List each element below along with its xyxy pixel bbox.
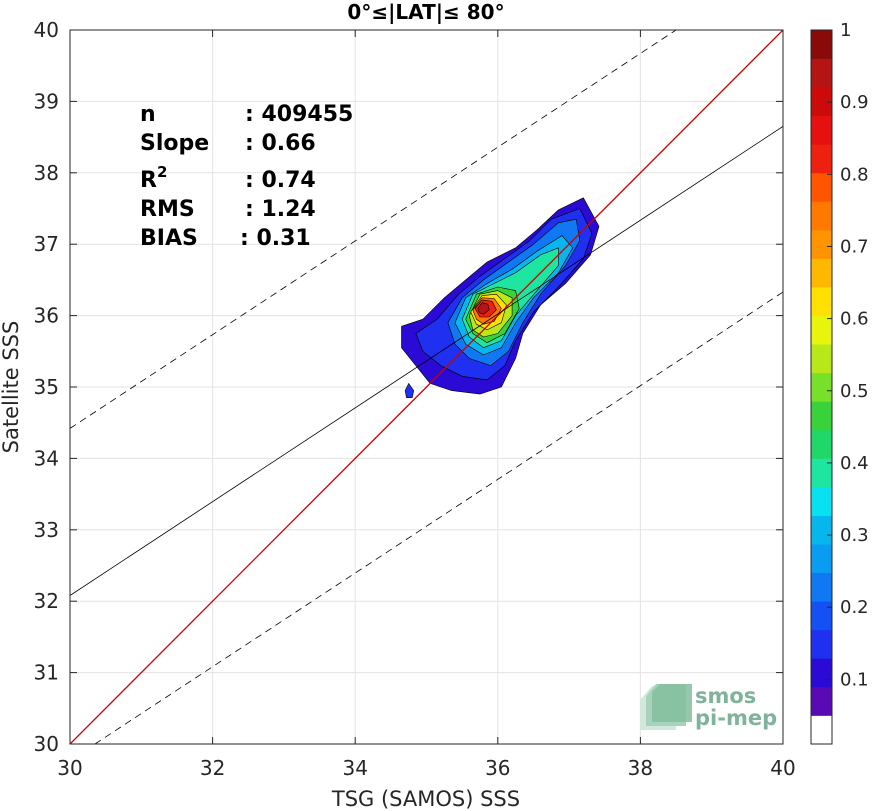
x-tick-label: 38 (628, 756, 653, 780)
colorbar-segment (811, 658, 832, 688)
y-tick-label: 32 (34, 589, 59, 613)
statistics-box: n : 409455 Slope : 0.66 R2 : 0.74 RMS : 1.24 BIA… (140, 102, 353, 251)
colorbar-segment (811, 144, 832, 174)
regression-line (70, 126, 783, 596)
x-axis-label: TSG (SAMOS) SSS (331, 787, 520, 811)
reference-lines (70, 30, 783, 744)
density-contour-isolated (404, 382, 415, 398)
colorbar-segment (811, 486, 832, 516)
colorbar-segment (811, 30, 832, 59)
stat-value: : 0.31 (240, 226, 311, 251)
y-tick-label: 36 (34, 304, 59, 328)
colorbar-tick-label: 0.2 (840, 597, 869, 618)
stat-name: Slope (140, 131, 209, 156)
colorbar-segment (811, 515, 832, 545)
y-tick-label: 30 (34, 732, 59, 756)
y-tick-label: 31 (34, 661, 59, 685)
colorbar-tick-label: 1 (840, 20, 851, 41)
stat-name: BIAS (140, 226, 198, 251)
x-ticks: 30 32 34 36 38 40 (57, 30, 796, 780)
logo-icon (640, 684, 692, 730)
colorbar-segment (811, 58, 832, 88)
colorbar-segment (811, 287, 832, 316)
y-ticks: 30 31 32 33 34 35 36 37 38 39 40 (34, 18, 783, 756)
logo-line1: smos (695, 684, 756, 708)
y-tick-label: 34 (34, 446, 59, 470)
stat-value: : 409455 (245, 102, 353, 127)
colorbar-segment (811, 601, 832, 631)
identity-line (70, 30, 783, 744)
stat-superscript: 2 (157, 163, 167, 181)
stat-value: : 0.66 (245, 131, 316, 156)
x-tick-label: 32 (200, 756, 225, 780)
error-bound-line-upper (70, 30, 677, 429)
stat-name: RMS (140, 197, 195, 222)
y-tick-label: 35 (34, 375, 59, 399)
colorbar-segment (811, 544, 832, 574)
y-tick-label: 40 (34, 18, 59, 42)
y-tick-label: 37 (34, 232, 59, 256)
smos-pimep-logo: smos pi-mep (640, 684, 777, 730)
colorbar-segment (811, 458, 832, 488)
stat-value: : 1.24 (245, 197, 316, 222)
stat-value: : 0.74 (245, 168, 316, 193)
colorbar-segment (811, 344, 832, 374)
logo-line2: pi-mep (695, 706, 777, 730)
x-tick-label: 36 (485, 756, 510, 780)
colorbar-segment (811, 115, 832, 145)
colorbar-segment (811, 629, 832, 659)
colorbar-tick-label: 0.8 (840, 164, 869, 185)
error-bound-line-lower (94, 291, 783, 744)
colorbar: 0.1 0.2 0.3 0.4 0.5 0.6 0.7 0.8 0.9 1 (810, 20, 869, 745)
colorbar-segment (811, 315, 832, 345)
colorbar-segment (811, 229, 832, 259)
colorbar-segment (811, 172, 832, 202)
colorbar-segment (811, 372, 832, 402)
stat-name: n (140, 102, 156, 127)
colorbar-segment (811, 572, 832, 602)
colorbar-tick-label: 0.6 (840, 309, 869, 330)
density-contour-1 (477, 302, 490, 315)
colorbar-segment (811, 715, 832, 745)
x-tick-label: 40 (770, 756, 795, 780)
colorbar-tick-label: 0.4 (840, 453, 869, 474)
colorbar-segment (811, 686, 832, 716)
colorbar-segment (811, 429, 832, 459)
colorbar-segment (811, 401, 832, 431)
colorbar-segment (811, 258, 832, 288)
density-contours (401, 197, 600, 398)
colorbar-segment (811, 87, 832, 117)
chart-title: 0°≤|LAT|≤ 80° (347, 0, 504, 24)
y-tick-label: 39 (34, 89, 59, 113)
x-tick-label: 34 (342, 756, 367, 780)
colorbar-frame (810, 29, 833, 745)
x-tick-label: 30 (57, 756, 82, 780)
y-tick-label: 33 (34, 518, 59, 542)
y-axis-label: Satellite SSS (0, 321, 23, 454)
colorbar-tick-label: 0.5 (840, 381, 869, 402)
y-tick-label: 38 (34, 161, 59, 185)
colorbar-tick-label: 0.9 (840, 92, 869, 113)
colorbar-segment (811, 201, 832, 231)
colorbar-tick-label: 0.3 (840, 525, 869, 546)
stat-name: R2 (140, 163, 167, 193)
colorbar-tick-label: 0.7 (840, 236, 869, 257)
colorbar-tick-label: 0.1 (840, 669, 869, 690)
